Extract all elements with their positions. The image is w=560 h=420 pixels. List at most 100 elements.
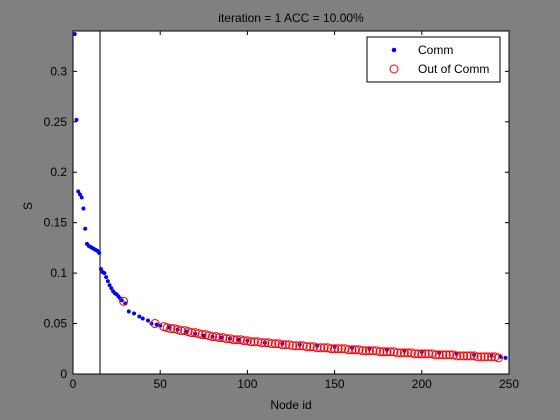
- out-of-comm-point: [473, 352, 483, 362]
- y-tick-label: 0.1: [50, 266, 67, 280]
- legend: Comm Out of Comm: [366, 36, 501, 83]
- out-of-comm-point: [150, 319, 160, 329]
- comm-point: [137, 314, 142, 319]
- out-of-comm-point: [424, 349, 434, 359]
- legend-comm-marker: [391, 47, 397, 53]
- out-of-comm-point: [361, 346, 371, 356]
- out-of-comm-point: [337, 344, 347, 354]
- out-of-comm-point: [490, 352, 500, 362]
- out-of-comm-point: [256, 338, 266, 348]
- out-of-comm-point: [239, 336, 249, 346]
- x-axis-label: Node id: [270, 398, 311, 412]
- out-of-comm-point: [288, 341, 298, 351]
- out-of-comm-point: [389, 347, 399, 357]
- out-of-comm-point: [298, 341, 308, 351]
- comm-point: [77, 192, 83, 197]
- out-of-comm-point: [358, 346, 368, 356]
- out-of-comm-point: [340, 344, 350, 354]
- out-of-comm-point: [441, 350, 451, 360]
- comm-point: [503, 355, 508, 360]
- out-of-comm-point: [431, 350, 441, 360]
- legend-out-of-comm-marker: [389, 64, 399, 74]
- y-tick-label: 0.15: [44, 216, 68, 230]
- out-of-comm-point: [221, 334, 231, 344]
- x-tick-label: 200: [412, 377, 432, 391]
- comm-point: [109, 286, 114, 291]
- out-of-comm-point: [487, 352, 497, 362]
- y-tick-label: 0.2: [50, 165, 67, 179]
- out-of-comm-point: [413, 349, 423, 359]
- out-of-comm-point: [208, 332, 218, 342]
- out-of-comm-point: [399, 348, 409, 358]
- x-tick-label: 250: [499, 377, 519, 391]
- comm-point: [76, 189, 81, 194]
- comm-point: [145, 318, 151, 323]
- out-of-comm-point: [406, 348, 416, 358]
- out-of-comm-point: [284, 340, 294, 350]
- comm-point: [79, 195, 84, 200]
- out-of-comm-point: [211, 332, 221, 342]
- legend-label-out-of-comm: Out of Comm: [418, 62, 489, 76]
- x-tick-label: 150: [325, 377, 345, 391]
- out-of-comm-point: [228, 335, 238, 345]
- plot-area: [72, 30, 510, 375]
- comm-point: [131, 311, 137, 316]
- legend-label-comm: Comm: [418, 43, 453, 57]
- out-of-comm-point: [291, 341, 301, 351]
- out-of-comm-point: [483, 352, 493, 362]
- comm-point: [83, 226, 88, 231]
- out-of-comm-point: [295, 341, 305, 351]
- comm-point: [140, 316, 145, 321]
- out-of-comm-point: [281, 340, 291, 350]
- out-of-comm-point: [218, 333, 228, 343]
- out-of-comm-point: [187, 328, 197, 338]
- out-of-comm-point: [263, 338, 273, 348]
- out-of-comm-point: [385, 347, 395, 357]
- out-of-comm-point: [225, 334, 235, 344]
- out-of-comm-point: [274, 339, 284, 349]
- out-of-comm-point: [354, 345, 364, 355]
- y-axis-label: S: [21, 202, 35, 210]
- out-of-comm-point: [347, 345, 357, 355]
- out-of-comm-point: [494, 353, 504, 363]
- comm-point: [81, 206, 86, 211]
- out-of-comm-point: [396, 348, 406, 358]
- out-of-comm-point: [201, 330, 211, 340]
- axis-ticks: 0 50 100 150 200 250 0 0.05 0.1 0.15 0.2 0.25 0.3: [44, 31, 519, 391]
- out-of-comm-point: [333, 344, 343, 354]
- out-of-comm-point: [326, 344, 336, 354]
- out-of-comm-point: [438, 350, 448, 360]
- out-of-comm-point: [183, 327, 193, 337]
- out-of-comm-point: [194, 329, 204, 339]
- out-of-comm-point: [382, 347, 392, 357]
- out-of-comm-point: [204, 331, 214, 341]
- out-of-comm-point: [368, 346, 378, 356]
- y-tick-label: 0.3: [50, 64, 67, 78]
- comm-point: [98, 267, 103, 272]
- comm-point: [74, 117, 79, 122]
- comm-point: [97, 250, 102, 255]
- out-of-comm-point: [232, 335, 242, 345]
- comm-point: [104, 275, 109, 280]
- y-tick-label: 0: [60, 367, 67, 381]
- data-marks: [72, 31, 508, 363]
- x-tick-label: 0: [70, 377, 77, 391]
- out-of-comm-point: [173, 325, 183, 335]
- out-of-comm-point: [466, 351, 476, 361]
- out-of-comm-point: [312, 343, 322, 353]
- out-of-comm-point: [159, 322, 169, 332]
- chart-title: iteration = 1 ACC = 10.00%: [218, 11, 364, 25]
- out-of-comm-point: [448, 350, 458, 360]
- out-of-comm-point: [277, 340, 287, 350]
- out-of-comm-point: [420, 349, 430, 359]
- out-of-comm-point: [459, 351, 469, 361]
- legend-box: [366, 36, 501, 83]
- out-of-comm-point: [344, 345, 354, 355]
- comm-point: [126, 309, 131, 314]
- out-of-comm-point: [316, 343, 326, 353]
- out-of-comm-point: [410, 349, 420, 359]
- x-tick-label: 100: [237, 377, 257, 391]
- out-of-comm-point: [452, 351, 462, 361]
- out-of-comm-point: [427, 349, 437, 359]
- out-of-comm-point: [197, 330, 207, 340]
